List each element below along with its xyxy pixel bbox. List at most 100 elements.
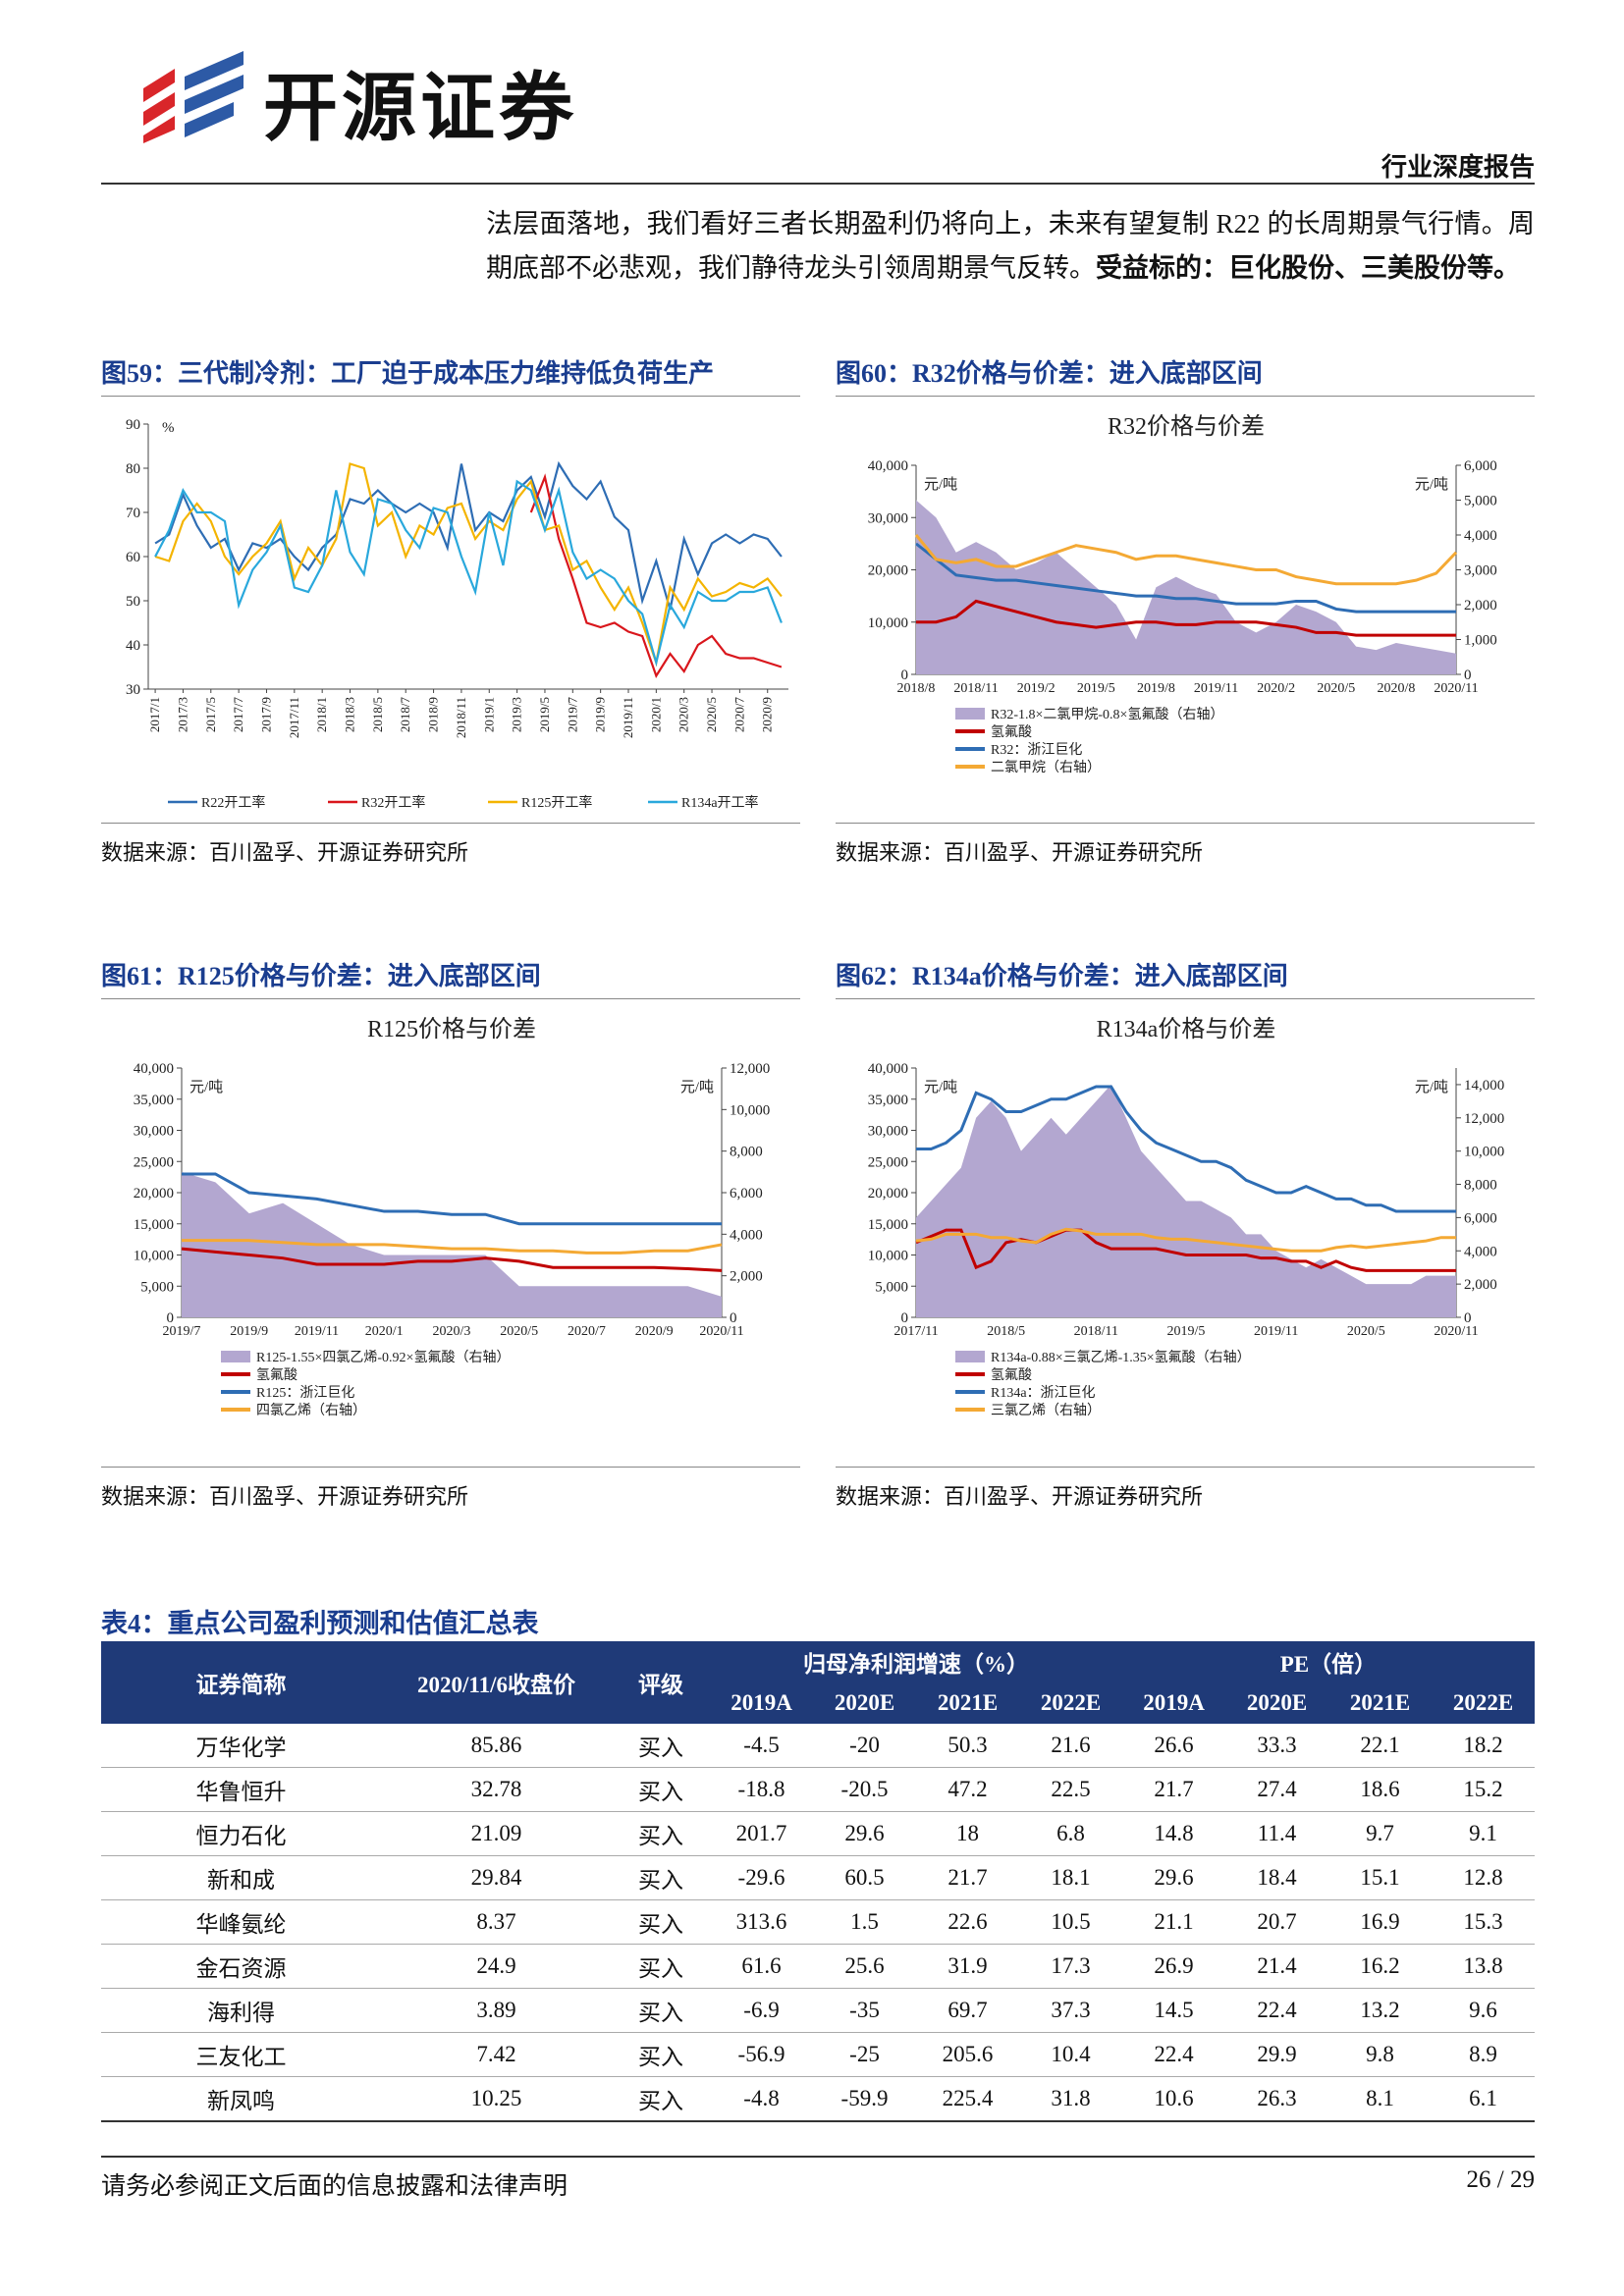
line [915, 542, 1456, 614]
x-tick-label: 2018/7 [398, 697, 412, 733]
table-row: 海利得 3.89 买入 -6.9 -35 69.7 37.3 14.5 22.4 13.2 9.6 [101, 1988, 1535, 2033]
logo-mark [143, 51, 244, 143]
table-cell: 买入 [612, 1724, 710, 1768]
x-tick-label: 2020/7 [731, 697, 746, 733]
y-tick-label: 30,000 [868, 510, 908, 526]
x-tick-label: 2019/3 [510, 697, 524, 732]
y-tick-label: 70 [126, 506, 140, 521]
x-tick-label: 2018/9 [426, 697, 441, 732]
table-cell: 16.2 [1328, 1944, 1432, 1989]
y2-tick-label: 8,000 [730, 1145, 763, 1160]
figure-source: 数据来源：百川盈孚、开源证券研究所 [101, 823, 800, 867]
y-tick-label: 20,000 [134, 1186, 174, 1201]
table-cell: 6.8 [1019, 1811, 1122, 1856]
table-cell: 31.8 [1019, 2076, 1122, 2122]
y2-unit: 元/吨 [680, 1079, 714, 1095]
y-tick-label: 90 [126, 417, 140, 433]
x-tick-label: 2019/9 [230, 1324, 268, 1339]
y-tick-label: 5,000 [875, 1279, 908, 1295]
table-cell: 26.6 [1122, 1724, 1225, 1768]
header-cell: 证券简称 [101, 1641, 381, 1724]
report-type: 行业深度报告 [1380, 153, 1535, 182]
table-cell: 9.6 [1432, 1988, 1535, 2033]
table-cell: 26.3 [1225, 2076, 1328, 2122]
y-tick-label: 40,000 [134, 1061, 174, 1077]
legend-label: 四氯乙烯（右轴） [256, 1403, 366, 1418]
table: 证券简称 2020/11/6收盘价 评级 归母净利润增速（%） PE（倍） 20… [101, 1641, 1535, 2122]
table-cell: 29.9 [1225, 2032, 1328, 2077]
legend-label: 氢氟酸 [256, 1367, 298, 1383]
x-tick-label: 2019/9 [593, 697, 608, 732]
header-cell: PE（倍） [1122, 1641, 1535, 1682]
table-cell: 8.9 [1432, 2032, 1535, 2077]
logo-text: 开源证券 [263, 64, 577, 151]
x-tick-label: 2020/8 [1377, 681, 1415, 696]
x-tick-label: 2019/1 [481, 697, 496, 732]
x-tick-label: 2020/5 [704, 697, 719, 732]
x-tick-label: 2017/7 [231, 697, 245, 733]
table-head: 证券简称 2020/11/6收盘价 评级 归母净利润增速（%） PE（倍） 20… [101, 1641, 1535, 1724]
y-tick-label: 10,000 [868, 1249, 908, 1264]
figure-caption: 图62：R134a价格与价差：进入底部区间 [836, 956, 1535, 999]
x-tick-label: 2018/5 [370, 697, 385, 732]
x-tick-label: 2019/11 [621, 697, 635, 738]
y2-tick-label: 8,000 [1464, 1178, 1497, 1194]
table-cell: 21.7 [1122, 1767, 1225, 1812]
x-tick-label: 2020/3 [433, 1324, 471, 1339]
area [916, 1084, 1456, 1317]
y-tick-label: 40,000 [868, 1061, 908, 1077]
legend-label: R134a开工率 [681, 794, 759, 811]
figure-source: 数据来源：百川盈孚、开源证券研究所 [836, 1467, 1535, 1511]
table-cell: 买入 [612, 1811, 710, 1856]
line [182, 1172, 722, 1226]
y2-tick-label: 4,000 [1464, 528, 1497, 544]
footer-disclaimer: 请务必参阅正文后面的信息披露和法律声明 [101, 2173, 568, 2200]
table-cell: 22.1 [1328, 1724, 1432, 1768]
table-cell: 29.6 [813, 1811, 916, 1856]
y-tick-label: 60 [126, 550, 140, 565]
y2-tick-label: 12,000 [730, 1061, 770, 1077]
x-tick-label: 2020/9 [635, 1324, 674, 1339]
table-cell: -6.9 [710, 1988, 813, 2033]
table-cell: 225.4 [916, 2076, 1019, 2122]
table-cell: 22.5 [1019, 1767, 1122, 1812]
table-cell: 22.4 [1225, 1988, 1328, 2033]
x-tick-label: 2019/5 [1077, 681, 1115, 696]
x-tick-label: 2020/5 [1347, 1324, 1385, 1339]
table-cell: 10.5 [1019, 1899, 1122, 1945]
y-tick-label: 30 [126, 682, 140, 698]
x-tick-label: 2018/11 [1074, 1324, 1118, 1339]
table-cell: 买入 [612, 1988, 710, 2033]
line [181, 1247, 723, 1272]
table-cell: 201.7 [710, 1811, 813, 1856]
y2-tick-label: 3,000 [1464, 563, 1497, 579]
area [916, 500, 1456, 674]
table-cell: 买入 [612, 2076, 710, 2122]
line [914, 534, 1458, 586]
table-caption: 表4：重点公司盈利预测和估值汇总表 [101, 1609, 539, 1638]
y2-tick-label: 5,000 [1464, 494, 1497, 509]
table-cell: 16.9 [1328, 1899, 1432, 1945]
figure-source: 数据来源：百川盈孚、开源证券研究所 [836, 823, 1535, 867]
legend-swatch [221, 1351, 250, 1362]
y2-unit: 元/吨 [1415, 476, 1448, 493]
table-cell: 三友化工 [101, 2032, 381, 2077]
y2-tick-label: 4,000 [730, 1227, 763, 1243]
y-tick-label: 50 [126, 594, 140, 610]
line [915, 1227, 1456, 1253]
legend-label: 二氯甲烷（右轴） [991, 760, 1101, 775]
legend-label: R134a-0.88×三氯乙烯-1.35×氢氟酸（右轴） [991, 1350, 1251, 1365]
y2-tick-label: 4,000 [1464, 1244, 1497, 1259]
table-cell: -4.8 [710, 2076, 813, 2122]
table-cell: 18.4 [1225, 1855, 1328, 1900]
y-tick-label: 30,000 [868, 1124, 908, 1140]
table-cell: 新凤鸣 [101, 2076, 381, 2122]
table-cell: 21.09 [381, 1811, 612, 1856]
table-cell: 15.2 [1432, 1767, 1535, 1812]
figure-source: 数据来源：百川盈孚、开源证券研究所 [101, 1467, 800, 1511]
table-cell: 9.7 [1328, 1811, 1432, 1856]
paragraph-text: 法层面落地，我们看好三者长期盈利仍将向上，未来有望复制 R22 的长周期景气行情… [486, 209, 1535, 283]
legend-label: R134a：浙江巨化 [991, 1385, 1096, 1401]
chart-title: R125价格与价差 [367, 1016, 536, 1042]
